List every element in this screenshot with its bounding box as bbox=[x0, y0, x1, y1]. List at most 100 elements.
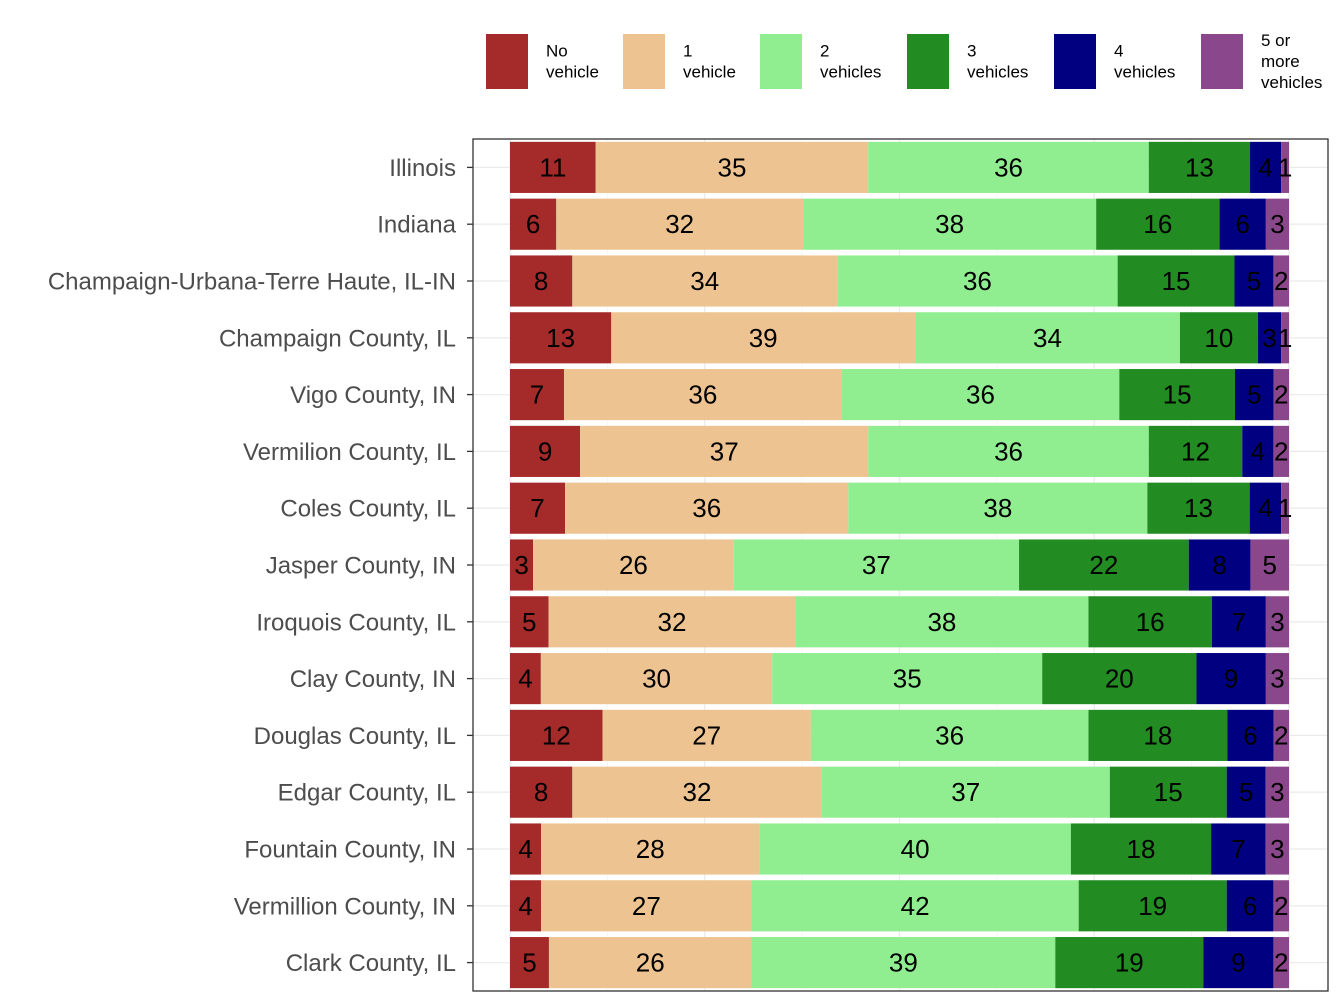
bar-segment-no-vehicle bbox=[510, 312, 612, 364]
bar-segment-5-or-more-vehicles bbox=[1281, 141, 1289, 193]
bar-segment-no-vehicle bbox=[510, 653, 541, 705]
bar-segment-5-or-more-vehicles bbox=[1273, 709, 1289, 761]
bar-segment-3-vehicles bbox=[1117, 255, 1235, 307]
bar-row-edgar-county-il: 8 32 37 15 5 3 bbox=[510, 766, 1289, 818]
data-label: 5 bbox=[1239, 777, 1253, 807]
bar-segment-no-vehicle bbox=[510, 709, 603, 761]
data-label: 4 bbox=[518, 664, 532, 694]
bar-segment-2-vehicles bbox=[772, 653, 1043, 705]
data-label: 9 bbox=[1224, 664, 1238, 694]
bar-segment-4-vehicles bbox=[1250, 141, 1282, 193]
data-label: 2 bbox=[1274, 436, 1288, 466]
data-label: 36 bbox=[994, 152, 1023, 182]
data-label: 5 bbox=[1247, 380, 1261, 410]
data-label: 9 bbox=[538, 436, 552, 466]
bar-segment-3-vehicles bbox=[1088, 709, 1228, 761]
data-label: 2 bbox=[1274, 948, 1288, 978]
bar-segment-1-vehicle bbox=[548, 596, 796, 648]
y-tick-label: Iroquois County, IL bbox=[256, 609, 456, 636]
bar-segment-2-vehicles bbox=[803, 198, 1097, 250]
bar-row-clark-county-il: 5 26 39 19 9 2 bbox=[510, 937, 1289, 989]
bar-segment-no-vehicle bbox=[510, 198, 557, 250]
data-label: 8 bbox=[534, 266, 548, 296]
legend-swatch bbox=[907, 34, 949, 89]
data-label: 1 bbox=[1278, 493, 1292, 523]
legend-label: 2 vehicles bbox=[820, 42, 881, 82]
bar-segment-1-vehicle bbox=[541, 880, 752, 932]
bar-segment-5-or-more-vehicles bbox=[1265, 823, 1289, 875]
bar-segment-1-vehicle bbox=[548, 937, 752, 989]
bar-segment-1-vehicle bbox=[580, 425, 869, 477]
bar-segment-3-vehicles bbox=[1147, 482, 1250, 534]
data-label: 7 bbox=[1231, 834, 1245, 864]
bar-segment-5-or-more-vehicles bbox=[1273, 880, 1289, 932]
data-label: 2 bbox=[1274, 380, 1288, 410]
bar-segment-3-vehicles bbox=[1042, 653, 1197, 705]
y-tick-label: Vermillion County, IN bbox=[234, 893, 456, 920]
data-label: 38 bbox=[983, 493, 1012, 523]
data-label: 3 bbox=[1270, 664, 1284, 694]
data-label: 26 bbox=[619, 550, 648, 580]
data-label: 35 bbox=[718, 152, 747, 182]
bar-segment-4-vehicles bbox=[1234, 255, 1274, 307]
data-label: 4 bbox=[518, 834, 532, 864]
data-label: 1 bbox=[1278, 152, 1292, 182]
data-label: 16 bbox=[1143, 209, 1172, 239]
bar-segment-no-vehicle bbox=[510, 482, 566, 534]
data-label: 28 bbox=[636, 834, 665, 864]
data-label: 5 bbox=[522, 948, 536, 978]
bar-segment-5-or-more-vehicles bbox=[1250, 539, 1289, 591]
bar-segment-3-vehicles bbox=[1088, 596, 1212, 648]
data-label: 8 bbox=[534, 777, 548, 807]
bar-segment-5-or-more-vehicles bbox=[1265, 766, 1289, 818]
data-label: 6 bbox=[1243, 891, 1257, 921]
bar-segment-1-vehicle bbox=[595, 141, 869, 193]
y-tick-label: Vigo County, IN bbox=[290, 382, 456, 409]
legend-item-v4: 4 vehicles bbox=[1054, 34, 1175, 89]
data-label: 5 bbox=[1247, 266, 1261, 296]
bar-segment-2-vehicles bbox=[848, 482, 1148, 534]
data-label: 40 bbox=[901, 834, 930, 864]
y-tick-label: Indiana bbox=[377, 212, 456, 239]
y-tick-label: Champaign-Urbana-Terre Haute, IL-IN bbox=[48, 269, 456, 296]
data-label: 12 bbox=[542, 720, 571, 750]
data-label: 36 bbox=[935, 720, 964, 750]
bar-segment-1-vehicle bbox=[572, 766, 822, 818]
legend-label: 3 vehicles bbox=[967, 42, 1028, 82]
bar-segment-2-vehicles bbox=[868, 141, 1149, 193]
bar-row-clay-county-in: 4 30 35 20 9 3 bbox=[510, 653, 1289, 705]
data-label: 3 bbox=[1270, 607, 1284, 637]
bar-segment-1-vehicle bbox=[565, 482, 849, 534]
bar-segment-1-vehicle bbox=[533, 539, 734, 591]
bar-segment-no-vehicle bbox=[510, 766, 573, 818]
data-label: 3 bbox=[514, 550, 528, 580]
data-label: 36 bbox=[688, 380, 717, 410]
data-label: 32 bbox=[658, 607, 687, 637]
bar-segment-2-vehicles bbox=[837, 255, 1118, 307]
bar-segment-2-vehicles bbox=[821, 766, 1110, 818]
data-label: 12 bbox=[1181, 436, 1210, 466]
data-label: 36 bbox=[692, 493, 721, 523]
data-label: 34 bbox=[690, 266, 719, 296]
data-label: 19 bbox=[1138, 891, 1167, 921]
bar-segment-3-vehicles bbox=[1148, 425, 1243, 477]
legend-swatch bbox=[1054, 34, 1096, 89]
bar-segment-no-vehicle bbox=[510, 141, 596, 193]
data-label: 7 bbox=[1232, 607, 1246, 637]
bar-segment-4-vehicles bbox=[1203, 937, 1274, 989]
data-label: 11 bbox=[539, 152, 566, 182]
bars: 11 35 36 13 4 16 32 38 16 6 38 34 36 15 5 213 39 34 10 3 17 3… bbox=[510, 141, 1292, 989]
data-label: 36 bbox=[966, 380, 995, 410]
bar-segment-3-vehicles bbox=[1109, 766, 1227, 818]
data-label: 4 bbox=[1251, 436, 1265, 466]
bar-segment-3-vehicles bbox=[1096, 198, 1220, 250]
legend-item-v5: 5 or more vehicles bbox=[1201, 31, 1322, 92]
bar-segment-no-vehicle bbox=[510, 880, 542, 932]
bar-segment-3-vehicles bbox=[1179, 312, 1258, 364]
data-label: 26 bbox=[636, 948, 665, 978]
bar-segment-2-vehicles bbox=[915, 312, 1180, 364]
y-tick-label: Clark County, IL bbox=[286, 950, 456, 977]
legend-swatch bbox=[1201, 34, 1243, 89]
bar-row-vigo-county-in: 7 36 36 15 5 2 bbox=[510, 369, 1289, 421]
bar-segment-5-or-more-vehicles bbox=[1273, 425, 1289, 477]
